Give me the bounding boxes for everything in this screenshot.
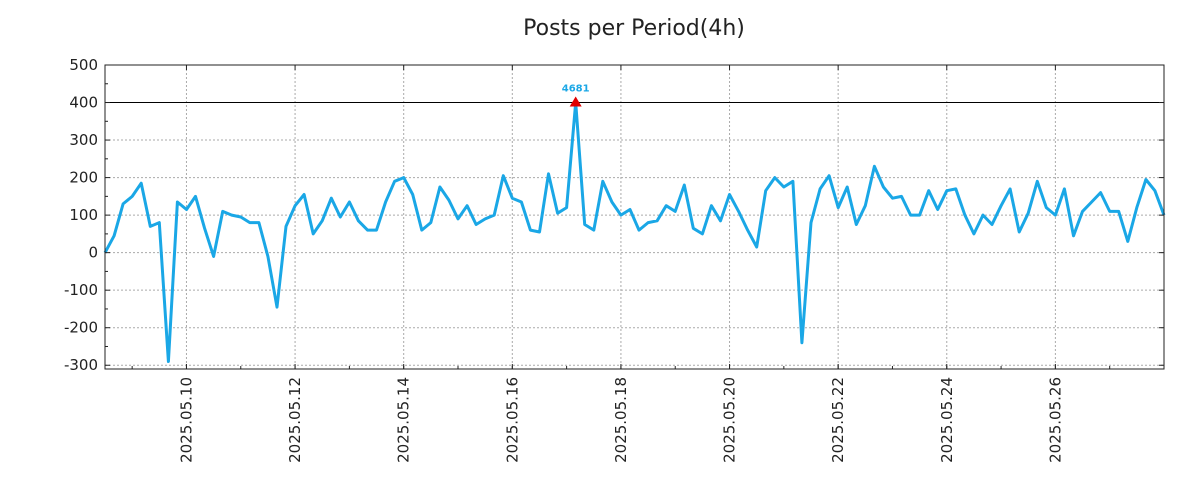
chart-title: Posts per Period(4h) — [523, 16, 745, 41]
x-tick-label: 2025.05.24 — [938, 377, 956, 463]
y-tick-label: 0 — [88, 244, 98, 262]
x-tick-label: 2025.05.10 — [177, 377, 195, 463]
peak-label: 4681 — [562, 84, 590, 95]
y-tick-label: -300 — [64, 356, 98, 374]
y-tick-label: 400 — [69, 94, 98, 112]
y-tick-label: -200 — [64, 319, 98, 337]
series-line — [103, 101, 1166, 363]
x-tick-label: 2025.05.22 — [829, 377, 847, 463]
y-tick-label: 300 — [69, 131, 98, 149]
plot-frame — [104, 64, 1165, 370]
labels: 500 400 300 200 100 0 -100 -200 -300 2025.05.10 20… — [64, 56, 1064, 463]
x-tick-label: 2025.05.14 — [395, 377, 413, 463]
x-tick-label: 2025.05.18 — [612, 377, 630, 463]
y-tick-label: 500 — [69, 56, 98, 74]
y-tick-label: -100 — [64, 281, 98, 299]
x-tick-label: 2025.05.26 — [1046, 377, 1064, 463]
peak-marker — [569, 96, 582, 107]
y-tick-label: 200 — [69, 169, 98, 187]
y-tick-label: 100 — [69, 206, 98, 224]
x-tick-label: 2025.05.20 — [721, 377, 739, 463]
x-tick-label: 2025.05.16 — [503, 377, 521, 463]
grid — [105, 64, 1164, 369]
axes — [104, 64, 1165, 370]
series-layer — [103, 96, 1166, 363]
x-tick-label: 2025.05.12 — [286, 377, 304, 463]
